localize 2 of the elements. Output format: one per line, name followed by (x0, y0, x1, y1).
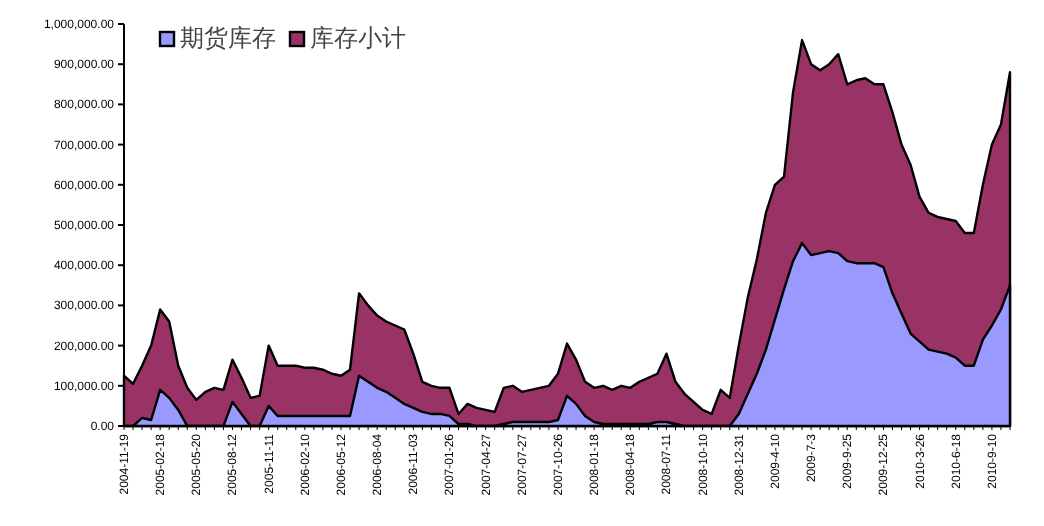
legend-label: 库存小计 (310, 24, 406, 52)
legend-label: 期货库存 (180, 24, 276, 52)
